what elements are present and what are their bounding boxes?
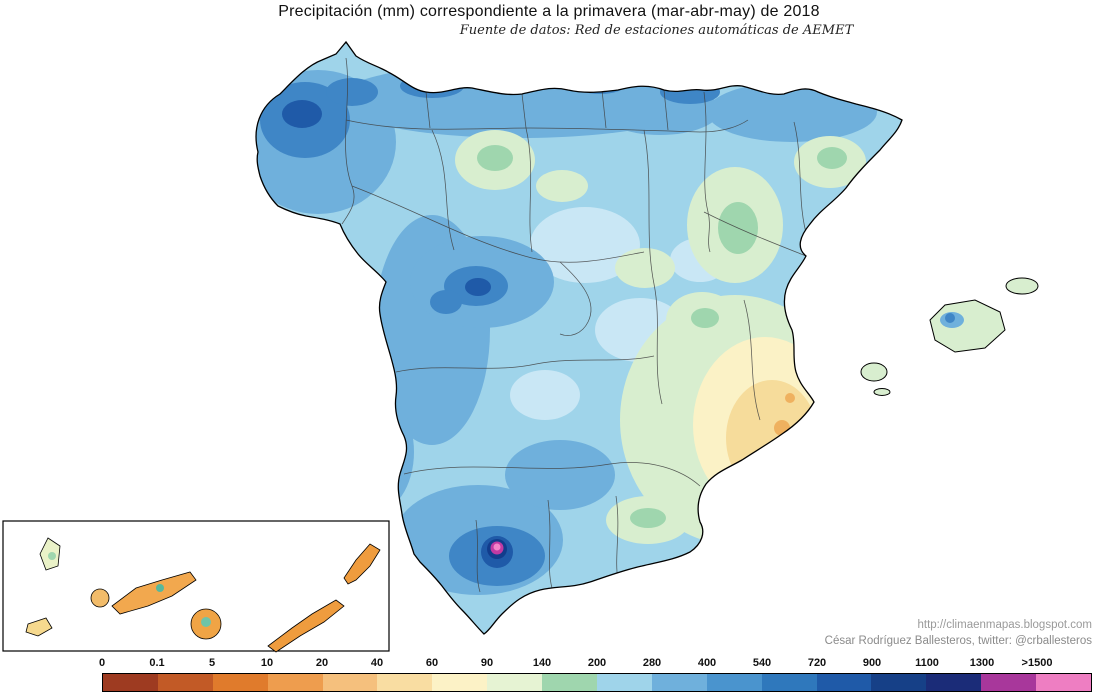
legend-cell (597, 674, 652, 691)
legend-tick-label: 20 (315, 657, 329, 669)
legend-cell (871, 674, 927, 691)
legend-tick-label: 90 (480, 657, 494, 669)
legend-tick-label: >1500 (1021, 657, 1053, 669)
legend-cell (103, 674, 158, 691)
legend-tick-label: 900 (862, 657, 882, 669)
credits-author: César Rodríguez Ballesteros, twitter: @c… (824, 635, 1092, 648)
legend-cell (432, 674, 488, 691)
legend-cell (267, 674, 323, 691)
legend-cell (706, 674, 762, 691)
canary-islands-inset (2, 520, 390, 653)
legend-tick-label: 5 (208, 657, 216, 669)
legend-cell (377, 674, 433, 691)
legend-tick-label: 10 (260, 657, 274, 669)
data-source-subtitle: Fuente de datos: Red de estaciones autom… (459, 23, 854, 38)
legend-tick-label: 1100 (915, 657, 939, 669)
legend-tick-label: 280 (642, 657, 662, 669)
legend-cell (981, 674, 1037, 691)
legend-tick-label: 720 (807, 657, 827, 669)
legend-cell (157, 674, 213, 691)
credits-url: http://climaenmapas.blogspot.com (917, 618, 1092, 631)
legend-tick-label: 0.1 (149, 657, 165, 669)
balearic-islands (860, 277, 1039, 396)
legend-cell (816, 674, 872, 691)
legend-cell (542, 674, 598, 691)
legend-labels: 0 0.1 5 10 20 40 60 90 140 200 280 400 540 720 900 1100… (98, 657, 1092, 671)
province-boundaries (341, 57, 809, 593)
precipitation-legend: 0 0.1 5 10 20 40 60 90 140 200 280 400 540 720 900 1100… (98, 657, 1092, 692)
legend-tick-label: 40 (370, 657, 384, 669)
precip-zone-yellow (693, 337, 837, 513)
page-title: Precipitación (mm) correspondiente a la … (278, 3, 820, 20)
legend-cell (651, 674, 707, 691)
legend-cell (212, 674, 268, 691)
legend-tick-label: 140 (532, 657, 552, 669)
legend-tick-label: 0 (98, 657, 106, 669)
legend-tick-label: 60 (425, 657, 439, 669)
legend-tick-label: 540 (752, 657, 772, 669)
legend-tick-label: 200 (587, 657, 607, 669)
legend-bar (102, 673, 1092, 692)
high-precip-spot (487, 539, 507, 559)
legend-tick-label: 400 (697, 657, 717, 669)
legend-cell (926, 674, 982, 691)
legend-tick-label: 1300 (969, 657, 995, 669)
precip-zone-green (477, 145, 847, 528)
legend-cell (487, 674, 543, 691)
legend-cell (322, 674, 378, 691)
credits: http://climaenmapas.blogspot.com César R… (825, 617, 1092, 650)
legend-cell (1036, 674, 1092, 691)
legend-cell (761, 674, 817, 691)
